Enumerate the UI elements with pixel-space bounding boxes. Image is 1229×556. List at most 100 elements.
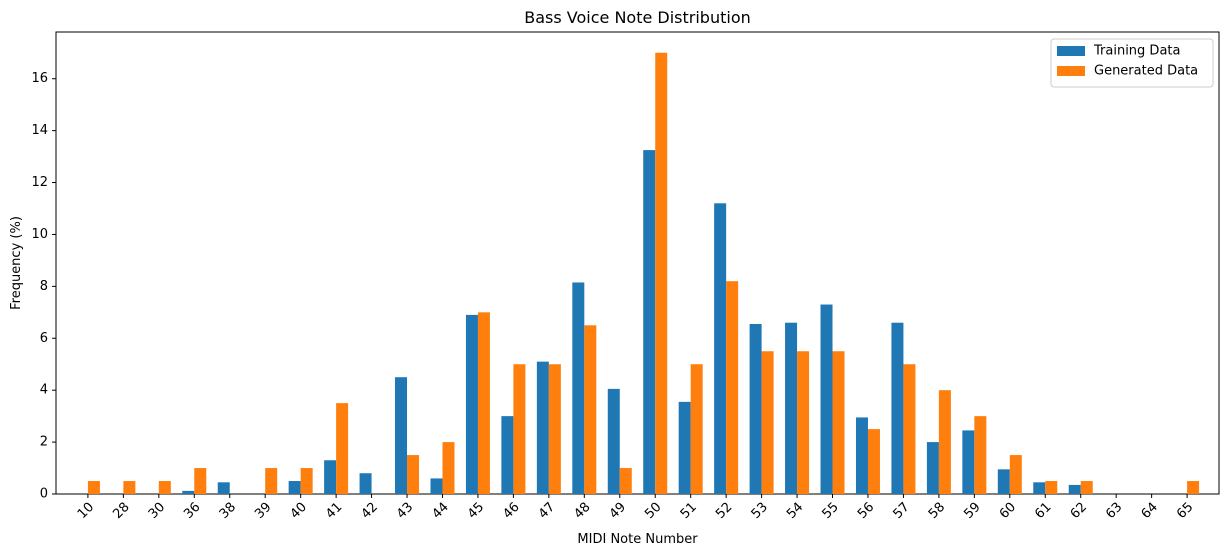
x-tick-label: 48 (571, 500, 593, 522)
bar-series-group (87, 52, 1200, 495)
bar (820, 304, 833, 494)
bar (288, 481, 301, 494)
x-tick-label: 55 (820, 500, 842, 522)
y-tick-label: 8 (40, 279, 48, 294)
x-tick-label: 10 (75, 500, 97, 522)
bar (158, 481, 171, 494)
bar (962, 430, 975, 494)
x-tick-label: 52 (713, 500, 735, 522)
bar (572, 282, 585, 494)
x-tick-label: 53 (749, 500, 771, 522)
bar (678, 401, 691, 494)
y-axis-label: Frequency (%) (9, 216, 24, 310)
bar (1033, 482, 1046, 494)
bar (643, 150, 656, 494)
bar (855, 417, 868, 494)
x-tick-label: 43 (394, 500, 416, 522)
x-tick-label: 64 (1139, 500, 1161, 522)
x-tick-label: 57 (890, 500, 912, 522)
legend-swatch (1057, 46, 1085, 56)
bar (797, 351, 810, 494)
x-tick-label: 59 (961, 500, 983, 522)
y-tick-label: 10 (31, 227, 48, 242)
y-tick-label: 14 (31, 123, 48, 138)
bar (867, 429, 880, 494)
bar (619, 468, 632, 494)
x-tick-label: 40 (288, 500, 310, 522)
bar (513, 364, 526, 494)
y-tick-label: 4 (40, 383, 48, 398)
x-tick-label: 61 (1032, 500, 1054, 522)
x-tick-label: 38 (217, 500, 239, 522)
bar (1187, 481, 1200, 494)
x-tick-label: 46 (500, 500, 522, 522)
x-tick-label: 49 (607, 500, 629, 522)
legend-box (1050, 38, 1214, 88)
x-tick-label: 41 (323, 500, 345, 522)
y-tick-label: 2 (40, 435, 48, 450)
x-tick-label: 42 (359, 500, 381, 522)
bar (903, 364, 916, 494)
bar (1068, 484, 1081, 494)
plot-axes (55, 31, 1220, 495)
bar (194, 468, 207, 494)
bar (714, 203, 727, 494)
bar (832, 351, 845, 494)
bar (1080, 481, 1093, 494)
bar (785, 322, 798, 494)
x-axis-ticks: 10 28 30 36 38 39 40 41 42 43 44 45 46 47 48 49 50 51 52 53… (75, 494, 1196, 522)
bar (217, 482, 230, 494)
bar (536, 361, 549, 494)
legend-swatch (1057, 66, 1085, 76)
legend: Training Data Generated Data (1050, 38, 1214, 88)
legend-label: Generated Data (1094, 64, 1198, 79)
bar (359, 473, 372, 494)
bar (87, 481, 100, 494)
bar (324, 460, 337, 494)
bar (749, 323, 762, 494)
x-tick-label: 60 (997, 500, 1019, 522)
bar (974, 416, 987, 494)
y-tick-label: 12 (31, 175, 48, 190)
bar (607, 388, 620, 494)
x-tick-label: 28 (110, 500, 132, 522)
bar (265, 468, 278, 494)
bar (182, 490, 195, 494)
bar (926, 442, 939, 494)
bar-series-1 (87, 52, 1200, 495)
y-tick-label: 0 (40, 487, 48, 502)
bar (1009, 455, 1022, 494)
bar (123, 481, 136, 494)
x-tick-label: 65 (1174, 500, 1196, 522)
bar (501, 416, 514, 494)
bar-series-0 (182, 150, 1081, 494)
x-tick-label: 44 (429, 500, 451, 522)
bar (891, 322, 904, 494)
x-tick-label: 62 (1068, 500, 1090, 522)
y-tick-label: 6 (40, 331, 48, 346)
bar (300, 468, 313, 494)
x-tick-label: 63 (1103, 500, 1125, 522)
x-tick-label: 47 (536, 500, 558, 522)
bar (655, 52, 668, 495)
bar (430, 478, 443, 494)
y-tick-label: 16 (31, 71, 48, 86)
bar (584, 325, 597, 494)
bar (726, 281, 739, 494)
plot-frame (55, 31, 1220, 495)
x-tick-label: 54 (784, 500, 806, 522)
bar (690, 364, 703, 494)
bar (395, 377, 408, 494)
x-tick-label: 30 (146, 500, 168, 522)
bar (407, 455, 420, 494)
bar (761, 351, 774, 494)
bar (477, 312, 490, 494)
x-tick-label: 39 (252, 500, 274, 522)
x-tick-label: 56 (855, 500, 877, 522)
bar (336, 403, 349, 494)
bar (1045, 481, 1058, 494)
x-tick-label: 51 (678, 500, 700, 522)
x-tick-label: 58 (926, 500, 948, 522)
bar (997, 469, 1010, 494)
